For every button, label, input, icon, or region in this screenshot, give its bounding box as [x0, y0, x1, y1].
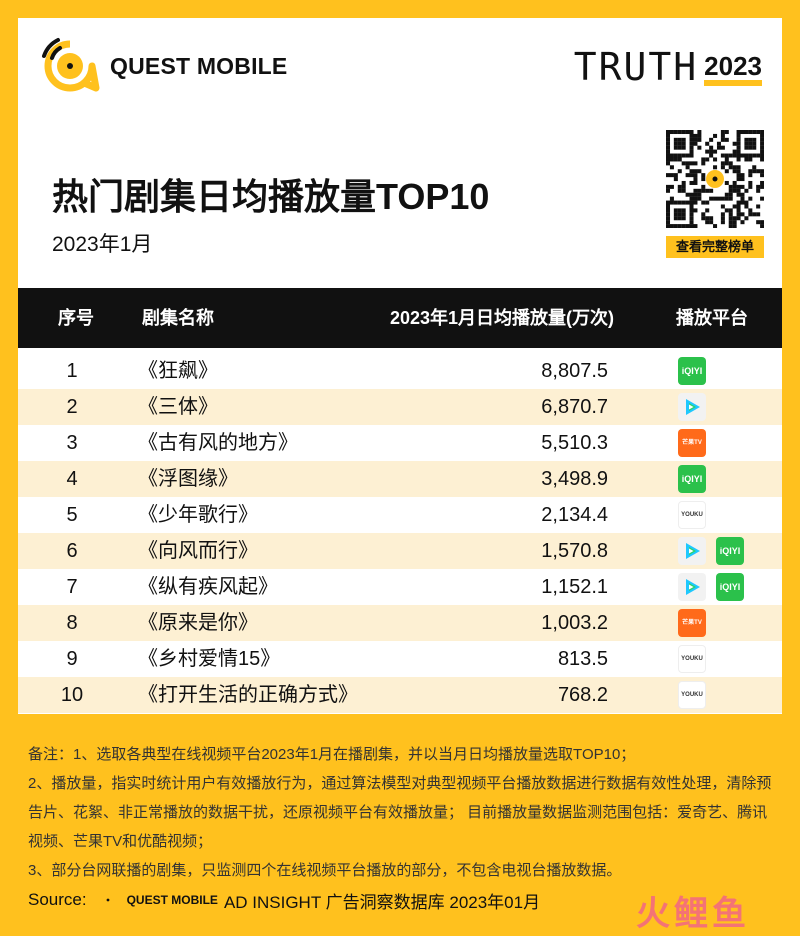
rank-cell: 8: [66, 612, 78, 634]
youku-icon: YOUKU: [678, 645, 706, 673]
drama-name-cell: 《浮图缘》: [138, 468, 238, 490]
truth-word: TRUTH: [573, 45, 699, 89]
rank-cell: 6: [66, 540, 78, 562]
page-title: 热门剧集日均播放量TOP10: [52, 176, 490, 217]
qr-caption[interactable]: 查看完整榜单: [666, 236, 764, 258]
questmobile-logo-icon: [42, 38, 100, 92]
daily-views-cell: 2,134.4: [541, 504, 608, 526]
column-header-views: 2023年1月日均播放量(万次): [390, 308, 615, 328]
rank-cell: 2: [66, 396, 78, 418]
daily-views-cell: 1,152.1: [541, 576, 608, 598]
table-row: 1 《狂飙》 8,807.5 iQIYI: [18, 353, 782, 389]
iqiyi-icon: iQIYI: [716, 537, 744, 565]
table-row: 10 《打开生活的正确方式》 768.2 YOUKU: [18, 677, 782, 713]
report-card: QUEST MOBILE TRUTH 2023 热门剧集日均播放量TOP10 2…: [18, 18, 782, 714]
table-row: 7 《纵有疾风起》 1,152.1 iQIYI: [18, 569, 782, 605]
drama-name-cell: 《向风而行》: [138, 540, 258, 562]
daily-views-cell: 6,870.7: [541, 396, 608, 418]
footnotes: 备注：1、选取各典型在线视频平台2023年1月在播剧集，并以当月日均播放量选取T…: [28, 740, 774, 885]
drama-name-cell: 《狂飙》: [138, 360, 218, 382]
daily-views-cell: 8,807.5: [541, 360, 608, 382]
questmobile-small-icon: [95, 888, 122, 913]
table-row: 4 《浮图缘》 3,498.9 iQIYI: [18, 461, 782, 497]
rank-cell: 1: [66, 360, 78, 382]
table-header: 序号 剧集名称 2023年1月日均播放量(万次) 播放平台: [18, 288, 782, 348]
youku-icon: YOUKU: [678, 501, 706, 529]
source-logo-text: QUEST MOBILE: [126, 893, 218, 907]
platform-cell: iQIYI: [678, 353, 706, 389]
table-body: 1 《狂飙》 8,807.5 iQIYI 2 《三体》 6,870.7 3 《古有风的地方》 5,…: [18, 353, 782, 713]
table-row: 9 《乡村爱情15》 813.5 YOUKU: [18, 641, 782, 677]
truth-badge: TRUTH 2023: [574, 48, 762, 86]
column-header-rank: 序号: [58, 308, 94, 328]
mango-tv-icon: 芒果TV: [678, 429, 706, 457]
rank-cell: 10: [60, 684, 84, 706]
table-row: 5 《少年歌行》 2,134.4 YOUKU: [18, 497, 782, 533]
rank-cell: 5: [66, 504, 78, 526]
drama-name-cell: 《少年歌行》: [138, 504, 258, 526]
source-label: Source:: [28, 890, 87, 909]
platform-cell: YOUKU: [678, 497, 706, 533]
drama-name-cell: 《原来是你》: [138, 612, 258, 634]
platform-cell: 芒果TV: [678, 605, 706, 641]
footnote-3: 3、部分台网联播的剧集，只监测四个在线视频平台播放的部分，不包含电视台播放数据。: [28, 862, 622, 879]
source-line: Source: QUEST MOBILE AD INSIGHT 广告洞察数据库 …: [28, 886, 540, 914]
qr-code-icon[interactable]: [666, 130, 764, 228]
table-row: 8 《原来是你》 1,003.2 芒果TV: [18, 605, 782, 641]
tencent-video-icon: [678, 537, 706, 565]
column-header-name: 剧集名称: [142, 308, 214, 328]
iqiyi-icon: iQIYI: [678, 465, 706, 493]
platform-cell: [678, 389, 706, 425]
platform-cell: iQIYI: [678, 533, 744, 569]
platform-cell: 芒果TV: [678, 425, 706, 461]
footnote-1: 备注：1、选取各典型在线视频平台2023年1月在播剧集，并以当月日均播放量选取T…: [28, 746, 636, 763]
logo-text: QUEST MOBILE: [110, 52, 288, 79]
tencent-video-icon: [678, 573, 706, 601]
rank-cell: 7: [66, 576, 78, 598]
drama-name-cell: 《古有风的地方》: [138, 432, 298, 454]
daily-views-cell: 3,498.9: [541, 468, 608, 490]
table-row: 2 《三体》 6,870.7: [18, 389, 782, 425]
mango-tv-icon: 芒果TV: [678, 609, 706, 637]
footnote-2: 2、播放量，指实时统计用户有效播放行为，通过算法模型对典型视频平台播放数据进行数…: [28, 775, 772, 850]
daily-views-cell: 813.5: [557, 648, 608, 670]
platform-cell: iQIYI: [678, 569, 744, 605]
watermark-logo: 火鲤鱼: [636, 895, 750, 933]
source-logo: QUEST MOBILE: [93, 886, 218, 914]
daily-views-cell: 1,003.2: [541, 612, 608, 634]
iqiyi-icon: iQIYI: [716, 573, 744, 601]
table-row: 6 《向风而行》 1,570.8 iQIYI: [18, 533, 782, 569]
table-row: 3 《古有风的地方》 5,510.3 芒果TV: [18, 425, 782, 461]
rank-cell: 4: [66, 468, 78, 490]
daily-views-cell: 5,510.3: [541, 432, 608, 454]
column-header-platform: 播放平台: [676, 308, 748, 328]
rank-cell: 3: [66, 432, 78, 454]
questmobile-logo: QUEST MOBILE: [38, 36, 287, 96]
drama-name-cell: 《乡村爱情15》: [138, 648, 281, 670]
tencent-video-icon: [678, 393, 706, 421]
platform-cell: iQIYI: [678, 461, 706, 497]
drama-name-cell: 《纵有疾风起》: [138, 576, 278, 598]
platform-cell: YOUKU: [678, 641, 706, 677]
source-text: AD INSIGHT 广告洞察数据库 2023年01月: [223, 892, 541, 912]
daily-views-cell: 1,570.8: [541, 540, 608, 562]
platform-cell: YOUKU: [678, 677, 706, 713]
drama-name-cell: 《打开生活的正确方式》: [138, 684, 358, 706]
daily-views-cell: 768.2: [557, 684, 608, 706]
truth-year: 2023: [704, 52, 762, 86]
youku-icon: YOUKU: [678, 681, 706, 709]
drama-name-cell: 《三体》: [138, 396, 218, 418]
iqiyi-icon: iQIYI: [678, 357, 706, 385]
page-subtitle: 2023年1月: [52, 233, 153, 256]
rank-cell: 9: [66, 648, 78, 670]
